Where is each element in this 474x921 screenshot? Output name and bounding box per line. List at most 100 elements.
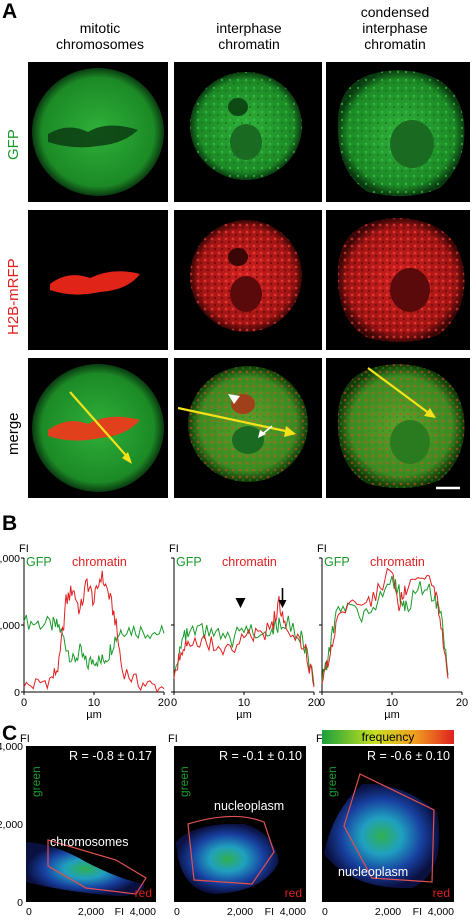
y-axis-label: FI [20,733,30,745]
series-line-gfp [321,575,449,682]
line-chart-2: FI 0 10 20 µm GFP chromatin [169,543,320,720]
x-axis-label: µm [86,709,102,720]
x-axis-label: µm [236,709,252,720]
row-label-h2b: H2B-mRFP [5,258,22,335]
series-line-gfp [173,615,315,686]
red-axis-label: red [285,886,302,900]
correlation-label: R = -0.8 ± 0.17 [69,749,152,763]
region-outline [343,773,435,883]
series-line-chromatin [173,596,315,688]
row-label-merge: merge [5,412,22,455]
profile-arrow [177,406,291,434]
nucleolus [230,124,262,160]
x-tick-label: 0 [174,906,180,918]
x-tick-label: 0 [26,906,32,918]
y-tick-label: 4,000 [0,553,20,565]
column-header-line: interphase [362,20,428,36]
column-header-line: mitotic [79,20,121,36]
arrowhead-marker [235,598,246,608]
nucleolus [228,248,248,266]
x-axis-label: FI [413,906,422,918]
column-header-line: chromosomes [56,36,144,52]
y-axis-label: FI [169,543,179,555]
row-label-gfp: GFP [5,129,22,160]
x-tick-label: 4,000 [280,906,306,918]
colorbar-label: frequency [362,730,415,744]
y-tick-label: 2,000 [0,620,20,632]
panel-label-c: C [2,722,18,745]
y-tick-label: 4,000 [0,741,23,753]
correlation-label: R = -0.1 ± 0.10 [219,749,302,763]
density-cloud [324,783,440,889]
x-axis-label: FI [115,906,124,918]
nucleolus [390,120,434,168]
correlation-label: R = -0.6 ± 0.10 [367,749,450,763]
y-tick-label: 2,000 [0,819,23,831]
legend-gfp: GFP [324,555,350,569]
x-tick-label: 20 [456,697,468,709]
series-line-chromatin [321,567,449,684]
column-header-line: interphase [216,20,282,36]
chromosome-band [48,416,140,441]
region-label: nucleoplasm [214,799,284,813]
x-tick-label: 4,000 [428,906,454,918]
x-axis-label: FI [265,906,274,918]
profile-arrowhead [122,452,132,464]
series-line-gfp [23,614,165,671]
x-tick-label: 20 [158,697,170,709]
y-axis-label: FI [19,543,29,555]
x-tick-label: 4,000 [130,906,156,918]
x-tick-label: 0 [171,697,177,709]
colorbar-gradient [322,730,454,744]
line-chart-1: FI4,000 2,000 00 10 20 µm GFP chromatin [0,543,170,720]
y-axis-label: FI [316,733,326,745]
profile-arrowhead [284,426,296,437]
region-label: chromosomes [50,835,129,849]
green-axis-label: green [29,766,43,797]
heatmap-chart-1: FI green red R = -0.8 ± 0.17 chromosomes 4,00… [0,733,156,918]
region-outline [47,839,147,895]
x-tick-label: 2,000 [78,906,104,918]
legend-chromatin: chromatin [222,555,277,569]
nucleolus [390,268,430,312]
heatmap-chart-3: FI green red R = -0.6 ± 0.10 nucleoplasm 0 2,0… [316,733,454,918]
density-cloud [26,842,145,896]
x-tick-label: 0 [21,697,27,709]
x-tick-label: 20 [308,697,320,709]
x-tick-label: 10 [386,697,398,709]
line-chart-3: FI 0 10 20 µm GFP chromatin [317,543,468,720]
region-label: nucleoplasm [338,865,408,879]
x-tick-label: 10 [238,697,250,709]
red-axis-label: red [433,886,450,900]
column-header-mitotic: mitotic chromosomes [40,20,160,52]
micrograph-grid [28,62,470,498]
red-axis-label: red [135,886,152,900]
chromosome-shadow [48,125,138,148]
arrow-marker-head [258,430,266,438]
profile-arrow [69,391,131,461]
chromosome-band [50,271,140,295]
panel-b-line-charts: FI4,0002,000001020µmGFPchromatinFI01020µ… [0,543,468,720]
column-header-interphase: interphase chromatin [184,20,314,52]
column-header-line: condensed [360,4,430,20]
frequency-colorbar: frequency [322,730,454,744]
x-tick-label: 2,000 [227,906,253,918]
nucleolus [390,420,430,464]
profile-arrow [367,367,431,415]
x-tick-label: 0 [322,906,328,918]
y-axis-label: FI [317,543,327,555]
legend-chromatin: chromatin [370,555,425,569]
x-tick-label: 10 [88,697,100,709]
nucleolus [232,426,264,454]
column-header-condensed: condensed interphase chromatin [330,4,460,52]
column-header-line: chromatin [218,36,280,52]
profile-arrowhead [424,408,436,418]
region-outline [187,815,275,885]
panel-label-b: B [2,512,18,535]
panel-label-a: A [2,0,18,23]
series-line-chromatin [23,570,165,694]
green-axis-label: green [325,766,339,797]
heatmap-chart-2: FI green red R = -0.1 ± 0.10 nucleoplasm 0 2,0… [168,733,306,918]
column-header-line: chromatin [364,36,426,52]
nucleolus [230,276,262,312]
